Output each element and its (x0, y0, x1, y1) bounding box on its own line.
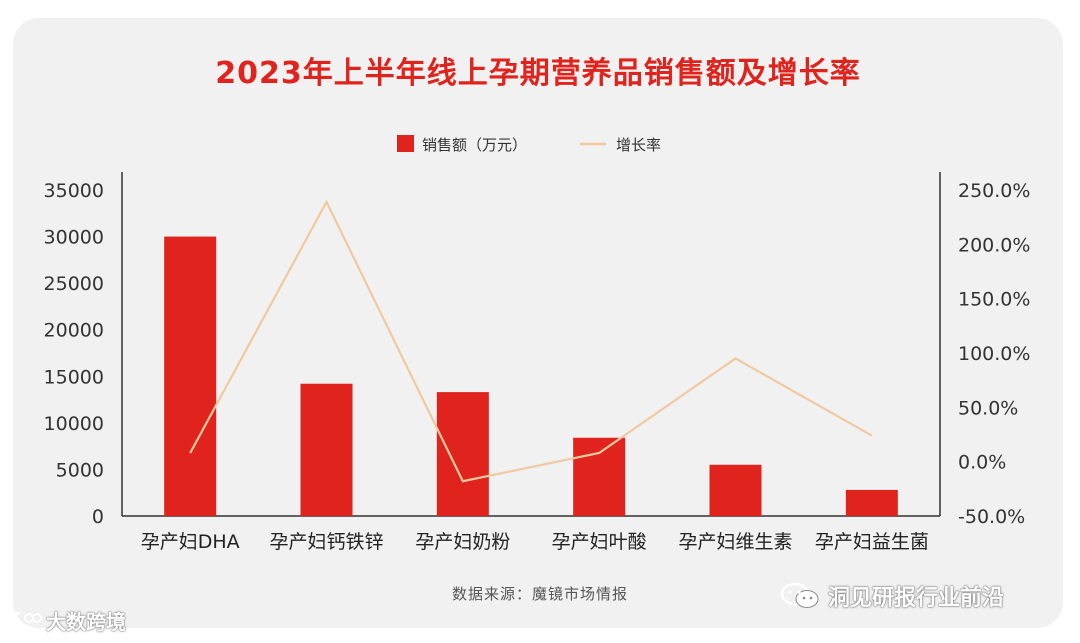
left-tick-label: 5000 (56, 459, 104, 481)
chart-title: 2023年上半年线上孕期营养品销售额及增长率 (215, 56, 861, 91)
right-tick-label: 0.0% (958, 452, 1006, 474)
x-tick-label: 孕产妇钙铁锌 (269, 531, 383, 553)
bar (300, 383, 353, 516)
x-tick-label: 孕产妇奶粉 (415, 531, 510, 553)
watermark-left: 大数跨境 (8, 606, 126, 635)
left-tick-label: 25000 (44, 273, 104, 295)
bar (436, 392, 489, 516)
bar (573, 437, 626, 516)
right-tick-label: 100.0% (958, 343, 1030, 365)
bar (845, 489, 898, 516)
legend-line-label: 增长率 (616, 136, 661, 154)
right-tick-label: 200.0% (958, 234, 1030, 256)
legend-bar-label: 销售额（万元） (422, 136, 527, 154)
left-tick-label: 35000 (44, 180, 104, 202)
bar (164, 236, 217, 517)
left-tick-label: 0 (92, 506, 104, 528)
watermark-right-text: 洞见研报行业前沿 (828, 586, 1005, 611)
bar (709, 464, 762, 516)
x-tick-label: 孕产妇DHA (141, 531, 240, 553)
left-tick-label: 20000 (44, 320, 104, 342)
brand-logo-icon (10, 611, 42, 630)
x-tick-label: 孕产妇维生素 (678, 531, 792, 553)
growth-line (189, 199, 873, 483)
right-tick-label: 150.0% (958, 289, 1030, 311)
source-note: 数据来源：魔镜市场情报 (451, 585, 628, 603)
legend-bar-swatch (397, 135, 414, 152)
x-tick-label: 孕产妇叶酸 (552, 531, 647, 553)
x-tick-label: 孕产妇益生菌 (815, 531, 929, 553)
left-tick-label: 15000 (44, 366, 104, 388)
right-tick-label: 250.0% (958, 180, 1030, 202)
left-tick-label: 10000 (44, 413, 104, 435)
watermark-left-text: 大数跨境 (46, 610, 126, 634)
wechat-icon (780, 582, 819, 608)
watermark-right: 洞见研报行业前沿 (780, 580, 1004, 612)
right-tick-label: -50.0% (958, 506, 1025, 528)
left-tick-label: 30000 (44, 227, 104, 249)
right-tick-label: 50.0% (958, 397, 1018, 419)
